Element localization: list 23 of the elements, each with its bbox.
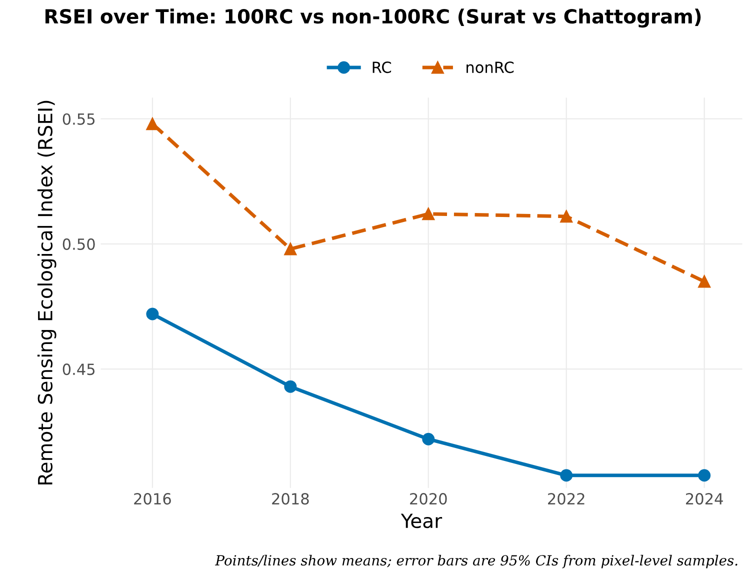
legend-label: nonRC bbox=[466, 62, 514, 74]
point bbox=[698, 275, 711, 288]
legend-label: RC bbox=[372, 62, 392, 74]
point bbox=[284, 242, 297, 256]
y-tick-label: 0.50 bbox=[62, 238, 95, 250]
x-axis-title: Year bbox=[400, 514, 442, 528]
x-tick-label: 2024 bbox=[686, 493, 723, 505]
chart-title: RSEI over Time: 100RC vs non-100RC (Surat vs Chattogram) bbox=[46, 8, 701, 28]
y-tick-label: 0.55 bbox=[62, 113, 95, 125]
point bbox=[422, 208, 435, 220]
point bbox=[698, 469, 711, 482]
x-tick-label: 2016 bbox=[134, 493, 171, 505]
point bbox=[422, 432, 435, 446]
text: Points/lines show means; error bars are 95% CIs from pixel-level samples. bbox=[214, 554, 738, 568]
y-tick-label: 0.45 bbox=[62, 364, 95, 376]
x-tick-label: 2020 bbox=[410, 493, 447, 505]
point bbox=[560, 210, 573, 223]
x-tick-label: 2022 bbox=[548, 493, 584, 505]
point bbox=[284, 380, 297, 393]
point bbox=[560, 469, 573, 482]
y-axis-title: Remote Sensing Ecological Index (RSEI) bbox=[37, 100, 56, 484]
x-tick-label: 2018 bbox=[272, 493, 309, 505]
point bbox=[146, 308, 159, 320]
